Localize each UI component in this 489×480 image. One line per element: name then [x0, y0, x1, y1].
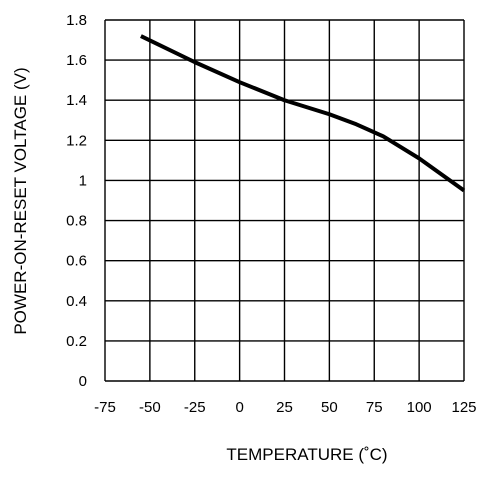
x-tick-label: 125: [451, 399, 476, 416]
y-tick-label: 1.6: [66, 52, 87, 69]
y-tick-label: 0: [79, 373, 87, 390]
x-tick-label: 100: [407, 399, 432, 416]
x-tick-label: -25: [184, 399, 206, 416]
series-line: [140, 34, 466, 193]
x-tick-label: 25: [276, 399, 293, 416]
y-tick-label: 0.8: [66, 213, 87, 230]
x-tick-label: 0: [235, 399, 243, 416]
y-tick-label: 0.4: [66, 293, 87, 310]
y-tick-labels: 0 0.2 0.4 0.6 0.8 1 1.2 1.4 1.6 1.8: [66, 12, 87, 390]
series-group: [140, 34, 466, 193]
x-axis-label: TEMPERATURE (˚C): [226, 445, 387, 464]
x-tick-label: -50: [139, 399, 161, 416]
x-tick-label: 50: [321, 399, 338, 416]
x-tick-labels: -75 -50 -25 0 25 50 75 100 125: [94, 399, 476, 416]
y-tick-label: 0.2: [66, 333, 87, 350]
x-tick-label: 75: [366, 399, 383, 416]
x-tick-label: -75: [94, 399, 116, 416]
grid: [104, 19, 465, 382]
y-tick-label: 1: [79, 172, 87, 189]
y-tick-label: 0.6: [66, 253, 87, 270]
y-tick-label: 1.8: [66, 12, 87, 29]
y-tick-label: 1.2: [66, 132, 87, 149]
y-axis-label: POWER-ON-RESET VOLTAGE (V): [11, 67, 30, 334]
y-tick-label: 1.4: [66, 92, 87, 109]
